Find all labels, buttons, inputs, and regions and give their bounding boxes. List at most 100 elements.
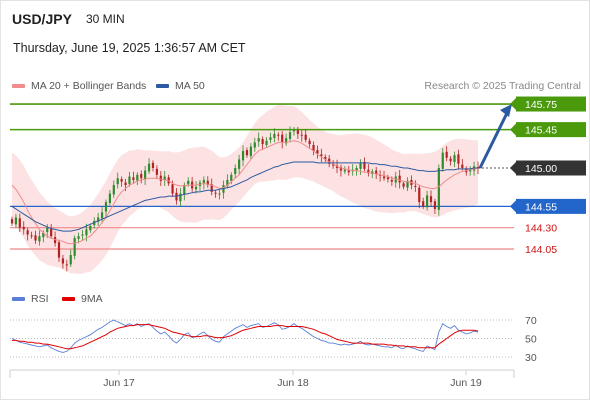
- candle-body: [81, 234, 84, 236]
- candle-body: [50, 228, 53, 237]
- ma20-line: [11, 140, 479, 245]
- credit-label: Research © 2025 Trading Central: [424, 80, 581, 92]
- level-tag-145.75: [516, 96, 586, 112]
- rsi-tick-label-30: 30: [525, 352, 537, 364]
- candle-body: [324, 156, 327, 160]
- rsi-tick-label-70: 70: [525, 315, 537, 327]
- candle-body: [457, 154, 460, 164]
- level-tag-145.45: [516, 122, 586, 138]
- candle-body: [155, 168, 158, 175]
- candle-body: [441, 152, 444, 169]
- candle-body: [343, 169, 346, 172]
- candle-body: [328, 158, 331, 164]
- candle-body: [469, 169, 472, 172]
- candle-body: [273, 133, 276, 139]
- candle-body: [14, 217, 18, 225]
- level-tag-144.55: [516, 198, 586, 214]
- legend-ma50: MA 50: [156, 80, 205, 92]
- candle-body: [140, 173, 143, 179]
- candle-body: [100, 212, 104, 219]
- candle-body: [147, 163, 151, 172]
- candle-body: [292, 129, 296, 132]
- level-label-145.45: 145.45: [525, 125, 557, 137]
- level-tag-pointer-144.55: [510, 200, 516, 213]
- candle-body: [418, 187, 421, 203]
- candle-body: [194, 186, 198, 190]
- candle-body: [61, 258, 65, 264]
- candle-body: [281, 134, 284, 143]
- candle-body: [112, 185, 115, 195]
- candle-body: [163, 176, 166, 180]
- candle-body: [22, 226, 25, 230]
- candle-body: [402, 183, 405, 187]
- candle-body: [308, 140, 311, 145]
- candle-body: [34, 235, 37, 241]
- legend-ma20-bollinger: MA 20 + Bollinger Bands: [12, 80, 146, 92]
- candle-body: [218, 193, 221, 195]
- candle-body: [38, 236, 41, 242]
- legend-ma20-label: MA 20 + Bollinger Bands: [31, 80, 147, 92]
- x-tick-label-Jun 19: Jun 19: [450, 377, 482, 389]
- level-label-144.55: 144.55: [525, 201, 557, 213]
- level-tag-pointer-145.75: [510, 98, 516, 111]
- legend-rsi-label: RSI: [31, 293, 49, 305]
- candle-body: [437, 168, 440, 210]
- candle-body: [206, 180, 209, 186]
- candle-body: [132, 177, 135, 180]
- candle-body: [136, 174, 139, 181]
- candle-body: [159, 175, 162, 181]
- candle-body: [277, 134, 280, 136]
- candle-body: [151, 162, 155, 168]
- candle-body: [144, 170, 147, 180]
- candle-body: [46, 227, 49, 232]
- candle-body: [210, 184, 213, 192]
- candle-body: [10, 219, 14, 224]
- candle-body: [398, 175, 401, 183]
- candle-body: [128, 176, 131, 185]
- candle-body: [179, 193, 182, 202]
- ma50-line: [11, 161, 478, 232]
- candle-body: [42, 232, 45, 238]
- candle-body: [386, 177, 390, 180]
- candle-body: [73, 237, 76, 256]
- legend-rsi: RSI: [12, 293, 49, 305]
- candle-body: [422, 201, 425, 207]
- candle-body: [241, 150, 245, 161]
- legend-9ma-label: 9MA: [81, 293, 103, 305]
- rsi-series-RSI: [11, 319, 479, 353]
- candle-body: [257, 138, 260, 142]
- candle-body: [379, 174, 382, 176]
- level-label-144.30: 144.30: [525, 223, 557, 235]
- candle-body: [449, 158, 452, 162]
- legend-9ma: 9MA: [62, 293, 103, 305]
- candle-body: [18, 218, 21, 228]
- x-tick-label-Jun 17: Jun 17: [103, 377, 135, 389]
- candle-body: [375, 170, 378, 174]
- candle-body: [202, 179, 205, 184]
- legend-rsi-swatch: [12, 297, 25, 301]
- candle-body: [288, 132, 292, 139]
- candle-body: [382, 176, 386, 179]
- forecast-arrow-head: [500, 104, 512, 118]
- candle-body: [89, 226, 92, 231]
- forecast-arrow-shaft: [478, 110, 510, 169]
- rsi-tick-label-50: 50: [525, 334, 537, 346]
- candle-body: [183, 185, 186, 195]
- rsi-series-9MA: [12, 324, 479, 350]
- candle-body: [245, 150, 249, 156]
- candle-body: [367, 169, 370, 174]
- x-tick-label-Jun 18: Jun 18: [277, 377, 309, 389]
- level-tag-pointer-145.00: [510, 162, 516, 174]
- candle-body: [445, 151, 448, 158]
- candle-body: [108, 193, 111, 203]
- candle-body: [226, 179, 229, 186]
- candle-body: [320, 154, 323, 157]
- legend-ma50-swatch: [156, 84, 169, 88]
- candle-body: [339, 167, 343, 171]
- legend-ma50-label: MA 50: [175, 80, 205, 92]
- candle-body: [429, 196, 433, 203]
- level-tag-145.00: [516, 160, 586, 176]
- candle-body: [230, 174, 233, 181]
- candle-body: [269, 137, 272, 140]
